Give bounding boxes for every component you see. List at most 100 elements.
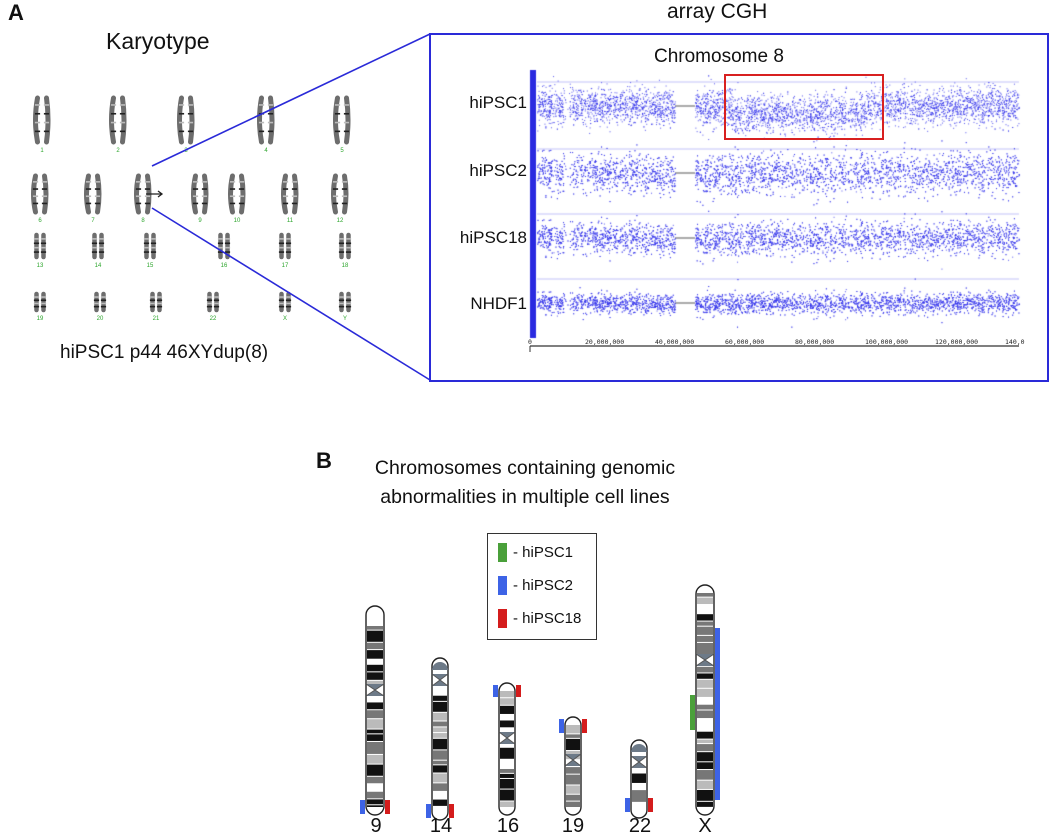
abnormality-marker	[385, 800, 390, 814]
karyotype-number: 7	[91, 218, 95, 224]
karyotype-number: X	[282, 316, 287, 322]
duplication-highlight-box	[724, 74, 884, 140]
karyotype-title: Karyotype	[106, 28, 210, 54]
karyotype-number: 8	[141, 218, 145, 224]
track-label-hipsc18: hiPSC18	[459, 228, 527, 247]
chr8-marker-arrow	[146, 190, 164, 198]
legend-swatch-hipsc2	[498, 576, 507, 595]
karyotype-chromosome-pair	[33, 232, 47, 260]
karyotype-number: 16	[220, 263, 228, 269]
chromosome-8-title: Chromosome 8	[654, 46, 784, 67]
karyotype-number: 3	[184, 148, 188, 154]
chromosome-label-9: 9	[370, 815, 382, 837]
axis-tick-label: 120,000,000	[935, 338, 979, 346]
karyotype-chromosome-pair	[206, 291, 220, 313]
karyotype-chromosome-pair	[177, 95, 195, 145]
ideogram-chr-16	[493, 682, 521, 816]
zoom-connector-lines	[151, 33, 431, 381]
abnormality-marker	[493, 685, 498, 697]
abnormality-marker	[360, 800, 365, 814]
track-label-nhdf1: NHDF1	[470, 294, 527, 313]
genomic-position-axis	[529, 345, 1019, 352]
chromosome-label-x: X	[698, 815, 712, 837]
legend-label-hipsc18: - hiPSC18	[513, 610, 582, 627]
karyotype-chromosome-pair	[31, 173, 49, 215]
karyotype-chromosome-pair	[228, 173, 246, 215]
axis-tick-label: 40,000,000	[655, 338, 695, 346]
karyotype-number: 14	[94, 263, 102, 269]
ideogram-chr-14	[426, 657, 454, 821]
abnormality-marker	[715, 628, 720, 800]
panel-b-title-line1: Chromosomes containing genomic	[374, 457, 676, 479]
abnormality-marker	[426, 804, 431, 818]
karyotype-number: 1	[40, 148, 44, 154]
panel-a-letter: A	[8, 0, 24, 25]
karyotype-chromosome-pair	[149, 291, 163, 313]
chromosome-label-19: 19	[561, 815, 585, 837]
array-cgh-frame	[429, 33, 1049, 382]
axis-tick-label: 60,000,000	[725, 338, 765, 346]
karyotype-number: 17	[281, 263, 289, 269]
legend-item-hipsc2: - hiPSC2	[498, 576, 573, 595]
karyotype-chromosome-pair	[143, 232, 157, 260]
karyotype-chromosome-pair	[33, 291, 47, 313]
karyotype-chromosome-pair	[338, 291, 352, 313]
karyotype-chromosome-pair	[91, 232, 105, 260]
abnormality-marker	[648, 798, 653, 812]
karyotype-number: 2	[116, 148, 120, 154]
legend-swatch-hipsc18	[498, 609, 507, 628]
karyotype-chromosome-pair	[84, 173, 102, 215]
cgh-scatter-plot	[527, 68, 1027, 368]
karyotype-number: 4	[264, 148, 268, 154]
karyotype-number: 12	[336, 218, 344, 224]
abnormality-marker	[516, 685, 521, 697]
array-cgh-title: array CGH	[667, 0, 768, 23]
karyotype-chromosome-pair	[338, 232, 352, 260]
karyotype-number: 20	[96, 316, 104, 322]
karyotype-chromosome-pair	[331, 173, 349, 215]
chromosome-label-22: 22	[628, 815, 652, 837]
karyotype-number: 11	[286, 218, 294, 224]
legend-swatch-hipsc1	[498, 543, 507, 562]
track-label-hipsc2: hiPSC2	[469, 161, 527, 180]
legend: - hiPSC1 - hiPSC2 - hiPSC18	[487, 533, 597, 640]
karyotype-number: 10	[233, 218, 241, 224]
track-label-hipsc1: hiPSC1	[469, 93, 527, 112]
karyotype-caption: hiPSC1 p44 46XYdup(8)	[60, 342, 269, 363]
abnormality-marker	[449, 804, 454, 818]
panel-b-title-line2: abnormalities in multiple cell lines	[380, 486, 670, 508]
karyotype-number: 22	[209, 316, 217, 322]
legend-label-hipsc2: - hiPSC2	[513, 577, 574, 594]
karyotype-chromosome-pair	[278, 232, 292, 260]
ideogram-chr-x	[690, 584, 720, 816]
abnormality-marker	[690, 695, 695, 730]
karyotype-number: 9	[198, 218, 202, 224]
chromosome-label-16: 16	[496, 815, 520, 837]
ideogram-chr-9	[360, 605, 390, 816]
karyotype-number: 18	[341, 263, 349, 269]
axis-tick-label: 140,0	[1005, 338, 1025, 346]
legend-item-hipsc1: - hiPSC1	[498, 543, 573, 562]
karyotype-number: 15	[146, 263, 154, 269]
abnormality-marker	[625, 798, 630, 812]
karyotype-number: 6	[38, 218, 42, 224]
karyotype-chromosome-pair	[33, 95, 51, 145]
axis-tick-label: 100,000,000	[865, 338, 909, 346]
karyotype-chromosome-pair	[109, 95, 127, 145]
axis-tick-label: 0	[528, 338, 532, 346]
karyotype-chromosome-pair	[191, 173, 209, 215]
karyotype-image	[31, 95, 352, 313]
karyotype-number: 13	[36, 263, 44, 269]
karyotype-chromosome-pair	[281, 173, 299, 215]
karyotype-number: 21	[152, 316, 160, 322]
ideogram-chr-19	[559, 716, 587, 816]
ideogram-chr-22	[625, 739, 653, 819]
panel-b-letter: B	[316, 448, 332, 473]
axis-tick-label: 20,000,000	[585, 338, 625, 346]
legend-item-hipsc18: - hiPSC18	[498, 609, 581, 628]
karyotype-chromosome-pair	[333, 95, 351, 145]
chromosome-label-14: 14	[429, 815, 453, 837]
karyotype-number: Y	[342, 316, 347, 322]
karyotype-number: 19	[36, 316, 44, 322]
